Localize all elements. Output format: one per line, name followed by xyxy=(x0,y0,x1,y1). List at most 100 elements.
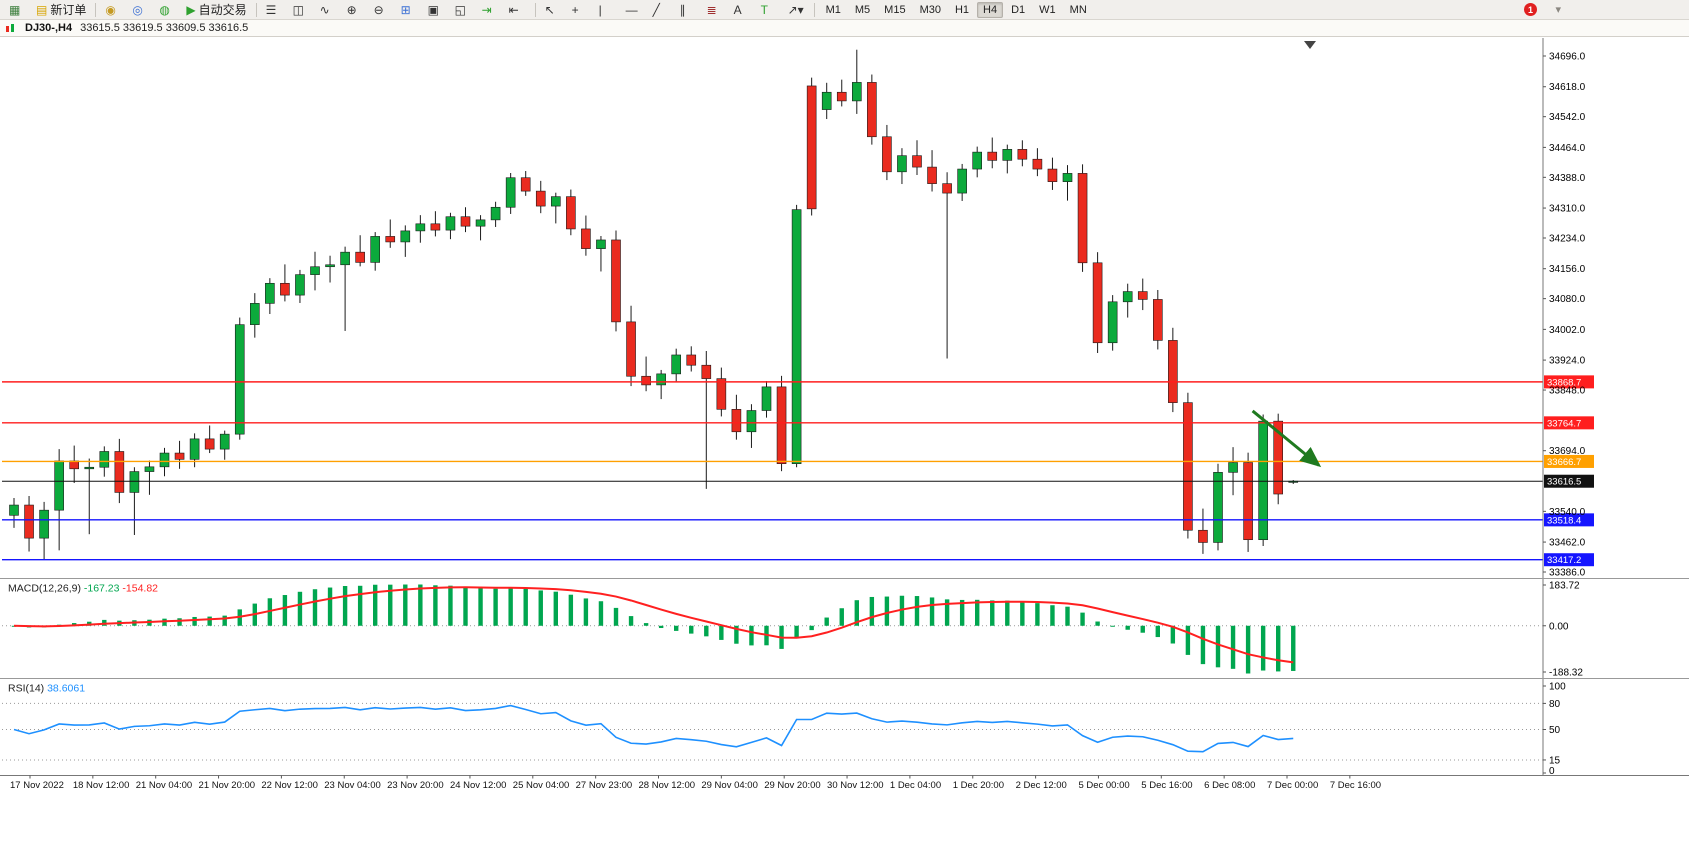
line-chart-mode[interactable]: ∿ xyxy=(316,0,341,19)
channel-tool[interactable]: ∥ xyxy=(676,0,701,19)
new-chart[interactable]: ▦ xyxy=(5,0,30,19)
timeframe-M15[interactable]: M15 xyxy=(884,3,906,16)
fibonacci-tool-icon: ≣ xyxy=(706,2,717,17)
candle xyxy=(280,282,290,296)
new-order-button[interactable]: ▤ 新订单 xyxy=(32,0,90,19)
price-tag xyxy=(1544,416,1594,430)
candle xyxy=(596,239,606,249)
timeframe-M1[interactable]: M1 xyxy=(825,3,841,16)
candle xyxy=(99,451,110,468)
fibonacci-tool[interactable]: ≣ xyxy=(703,0,728,19)
candle xyxy=(535,190,546,207)
data-window[interactable]: ◎ xyxy=(128,0,153,19)
tile-windows[interactable]: ⊞ xyxy=(397,0,422,19)
macd-histogram-bar xyxy=(1110,625,1115,627)
macd-histogram-bar xyxy=(192,616,197,626)
macd-histogram-bar xyxy=(177,618,182,626)
time-axis[interactable]: 17 Nov 2022 18 Nov 12:00 21 Nov 04:00 21 No… xyxy=(10,775,1381,791)
zoom-in[interactable]: ⊕ xyxy=(343,0,368,19)
macd-histogram-bar xyxy=(869,596,875,626)
toolbar-overflow-icon[interactable]: ▾ xyxy=(1555,4,1561,16)
macd-histogram-bar xyxy=(1245,625,1251,674)
notification-badge[interactable]: 1 xyxy=(1524,3,1537,16)
candle xyxy=(1273,420,1283,495)
candle xyxy=(385,236,396,243)
candle xyxy=(1062,173,1073,182)
time-axis-label: 25 Nov 04:00 xyxy=(513,780,570,790)
time-axis-label: 30 Nov 12:00 xyxy=(827,780,884,790)
candle xyxy=(1228,462,1238,473)
auto-trading-button[interactable]: ▶ 自动交易 xyxy=(182,0,250,19)
chart-canvas[interactable]: 33868.7 33764.7 33666.7 33616.5 33518.4 33417… xyxy=(0,38,1689,790)
arrow-annotation[interactable] xyxy=(1251,409,1322,468)
market-watch[interactable]: ◉ xyxy=(101,0,126,19)
candle xyxy=(1258,420,1268,541)
timeframe-M30[interactable]: M30 xyxy=(919,3,941,16)
horizontal-line-tool[interactable]: — xyxy=(622,0,647,19)
timeframe-M5[interactable]: M5 xyxy=(854,3,871,16)
candle xyxy=(54,460,64,511)
timeframe-MN[interactable]: MN xyxy=(1069,3,1087,16)
macd-histogram-bar xyxy=(222,615,227,626)
macd-histogram-bar xyxy=(643,623,649,626)
time-axis-label: 18 Nov 12:00 xyxy=(73,780,130,790)
price-axis-label: 34464.0 xyxy=(1549,143,1586,154)
candle xyxy=(1243,462,1253,541)
cursor-tool[interactable]: ↖ xyxy=(541,0,566,19)
timeframe-W1[interactable]: W1 xyxy=(1039,3,1056,16)
rsi-axis-label: 100 xyxy=(1549,682,1566,693)
chart-shift-marker[interactable] xyxy=(1304,41,1316,49)
bar-chart-mode[interactable]: ☰ xyxy=(262,0,287,19)
candle xyxy=(1153,299,1163,341)
candle xyxy=(686,354,697,366)
candle xyxy=(490,206,501,221)
price-lines[interactable]: 33868.7 33764.7 33666.7 33616.5 33518.4 33417… xyxy=(2,375,1594,567)
time-axis-label: 21 Nov 20:00 xyxy=(199,780,256,790)
toolbar-separator xyxy=(95,2,97,17)
time-axis-label: 21 Nov 04:00 xyxy=(136,780,193,790)
vertical-line-tool[interactable]: | xyxy=(595,0,620,19)
macd-histogram-bar xyxy=(975,599,980,626)
candle xyxy=(295,274,305,296)
zoom-in-icon: ⊕ xyxy=(346,2,357,17)
price-tag xyxy=(1544,474,1594,488)
timeframe-D1[interactable]: D1 xyxy=(1011,3,1026,16)
cascade-windows[interactable]: ▣ xyxy=(424,0,449,19)
chart-shift[interactable]: ⇤ xyxy=(505,0,530,19)
text-tool[interactable]: A xyxy=(730,0,755,19)
navigator[interactable]: ◍ xyxy=(155,0,180,19)
macd-histogram-bar xyxy=(357,585,363,626)
shapes-tool[interactable]: ↗▾ xyxy=(784,0,809,19)
price-tag xyxy=(1544,513,1594,527)
trendline-tool-icon: ╱ xyxy=(652,2,660,17)
chart-icon xyxy=(6,23,14,32)
zoom-out[interactable]: ⊖ xyxy=(370,0,395,19)
macd-histogram-bar xyxy=(839,608,844,626)
macd-histogram-bar xyxy=(463,586,468,626)
crosshair-tool[interactable]: + xyxy=(568,0,593,19)
timeframe-H1[interactable]: H1 xyxy=(954,3,970,16)
trendline-tool[interactable]: ╱ xyxy=(649,0,674,19)
candle-chart-mode[interactable]: ◫ xyxy=(289,0,314,19)
horizontal-line-tool-icon: — xyxy=(625,2,638,17)
price-axis[interactable]: 34696.0 34618.0 34542.0 34464.0 34388.0 34310… xyxy=(1542,38,1586,776)
time-axis-label: 7 Dec 00:00 xyxy=(1267,780,1318,790)
macd-histogram-bar xyxy=(72,623,77,626)
arrange-windows[interactable]: ◱ xyxy=(451,0,476,19)
candle xyxy=(174,452,185,460)
candle xyxy=(1092,262,1103,344)
candle xyxy=(942,183,952,194)
price-axis-label: 34542.0 xyxy=(1549,112,1586,123)
candle xyxy=(626,321,636,377)
price-axis-label: 33694.0 xyxy=(1549,446,1586,457)
macd-histogram-bar xyxy=(1035,603,1040,626)
candle xyxy=(204,438,215,450)
candle xyxy=(641,375,651,386)
candle xyxy=(927,166,937,184)
auto-scroll[interactable]: ⇥ xyxy=(478,0,503,19)
candle xyxy=(114,451,125,493)
candle xyxy=(1137,291,1148,300)
label-tool[interactable]: T xyxy=(757,0,782,19)
macd-panel: MACD(12,26,9) -167.23 -154.82 183.72 0.00 -… xyxy=(2,581,1583,679)
timeframe-H4[interactable]: H4 xyxy=(977,1,1004,18)
